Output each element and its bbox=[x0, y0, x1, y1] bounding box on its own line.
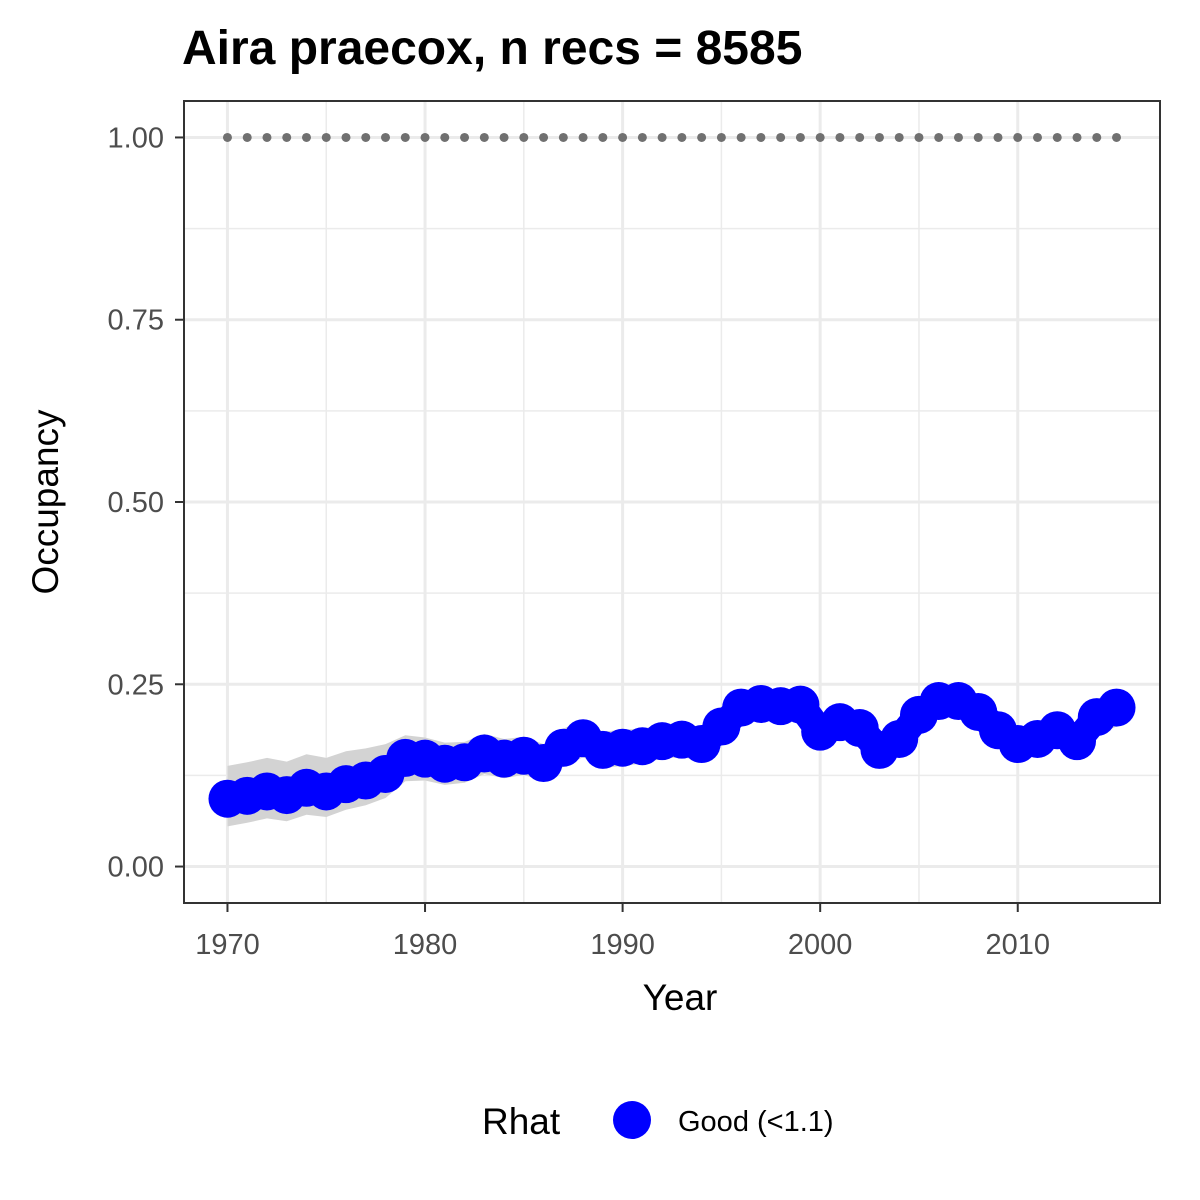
reference-dot bbox=[479, 132, 489, 142]
reference-dot bbox=[716, 132, 726, 142]
reference-dot bbox=[282, 132, 292, 142]
y-tick-label: 0.75 bbox=[108, 305, 164, 337]
occupancy-point bbox=[781, 685, 820, 724]
reference-dot bbox=[519, 132, 529, 142]
y-tick-label: 0.25 bbox=[108, 669, 164, 701]
reference-dot bbox=[756, 132, 766, 142]
reference-dot bbox=[657, 132, 667, 142]
reference-dot bbox=[460, 132, 470, 142]
reference-dot bbox=[894, 132, 904, 142]
x-tick-label: 1990 bbox=[590, 929, 655, 961]
legend-label-good: Good (<1.1) bbox=[678, 1106, 834, 1138]
reference-dot bbox=[914, 132, 924, 142]
reference-dot bbox=[341, 132, 351, 142]
occupancy-point bbox=[1097, 688, 1136, 727]
x-tick-label: 1970 bbox=[195, 929, 260, 961]
legend-title: Rhat bbox=[482, 1101, 561, 1142]
reference-dot bbox=[973, 132, 983, 142]
reference-dotted-line bbox=[222, 132, 1122, 142]
reference-dot bbox=[262, 132, 272, 142]
x-tick-label: 2010 bbox=[985, 929, 1050, 961]
reference-dot bbox=[1052, 132, 1062, 142]
reference-dot bbox=[776, 132, 786, 142]
x-axis-title: Year bbox=[643, 977, 718, 1018]
y-axis-title: Occupancy bbox=[25, 409, 66, 595]
reference-dot bbox=[815, 132, 825, 142]
reference-dot bbox=[736, 132, 746, 142]
y-axis: 0.00 0.25 0.50 0.75 1.00 bbox=[108, 122, 184, 884]
reference-dot bbox=[835, 132, 845, 142]
reference-dot bbox=[558, 132, 568, 142]
reference-dot bbox=[618, 132, 628, 142]
y-tick-label: 0.00 bbox=[108, 852, 164, 884]
reference-dot bbox=[677, 132, 687, 142]
legend: Rhat Good (<1.1) bbox=[482, 1101, 834, 1142]
chart-title: Aira praecox, n recs = 8585 bbox=[182, 22, 802, 75]
reference-dot bbox=[539, 132, 549, 142]
reference-dot bbox=[795, 132, 805, 142]
reference-dot bbox=[242, 132, 252, 142]
reference-dot bbox=[1112, 132, 1122, 142]
reference-dot bbox=[697, 132, 707, 142]
reference-dot bbox=[874, 132, 884, 142]
major-gridlines bbox=[184, 101, 1160, 903]
plot-panel bbox=[183, 100, 1161, 904]
x-tick-label: 1980 bbox=[393, 929, 458, 961]
reference-dot bbox=[301, 132, 311, 142]
reference-dot bbox=[637, 132, 647, 142]
x-tick-label: 2000 bbox=[788, 929, 853, 961]
reference-dot bbox=[578, 132, 588, 142]
reference-dot bbox=[953, 132, 963, 142]
reference-dot bbox=[400, 132, 410, 142]
reference-dot bbox=[321, 132, 331, 142]
y-tick-label: 1.00 bbox=[108, 122, 164, 154]
reference-dot bbox=[222, 132, 232, 142]
occupancy-points bbox=[208, 682, 1136, 818]
reference-dot bbox=[440, 132, 450, 142]
y-tick-label: 0.50 bbox=[108, 487, 164, 519]
legend-key-good bbox=[613, 1101, 651, 1139]
reference-dot bbox=[361, 132, 371, 142]
reference-dot bbox=[1092, 132, 1102, 142]
reference-dot bbox=[420, 132, 430, 142]
reference-dot bbox=[1013, 132, 1023, 142]
reference-dot bbox=[855, 132, 865, 142]
reference-dot bbox=[934, 132, 944, 142]
reference-dot bbox=[1072, 132, 1082, 142]
x-axis: 1970 1980 1990 2000 2010 bbox=[195, 903, 1050, 961]
reference-dot bbox=[499, 132, 509, 142]
reference-dot bbox=[1033, 132, 1043, 142]
reference-dot bbox=[598, 132, 608, 142]
reference-dot bbox=[381, 132, 391, 142]
reference-dot bbox=[993, 132, 1003, 142]
